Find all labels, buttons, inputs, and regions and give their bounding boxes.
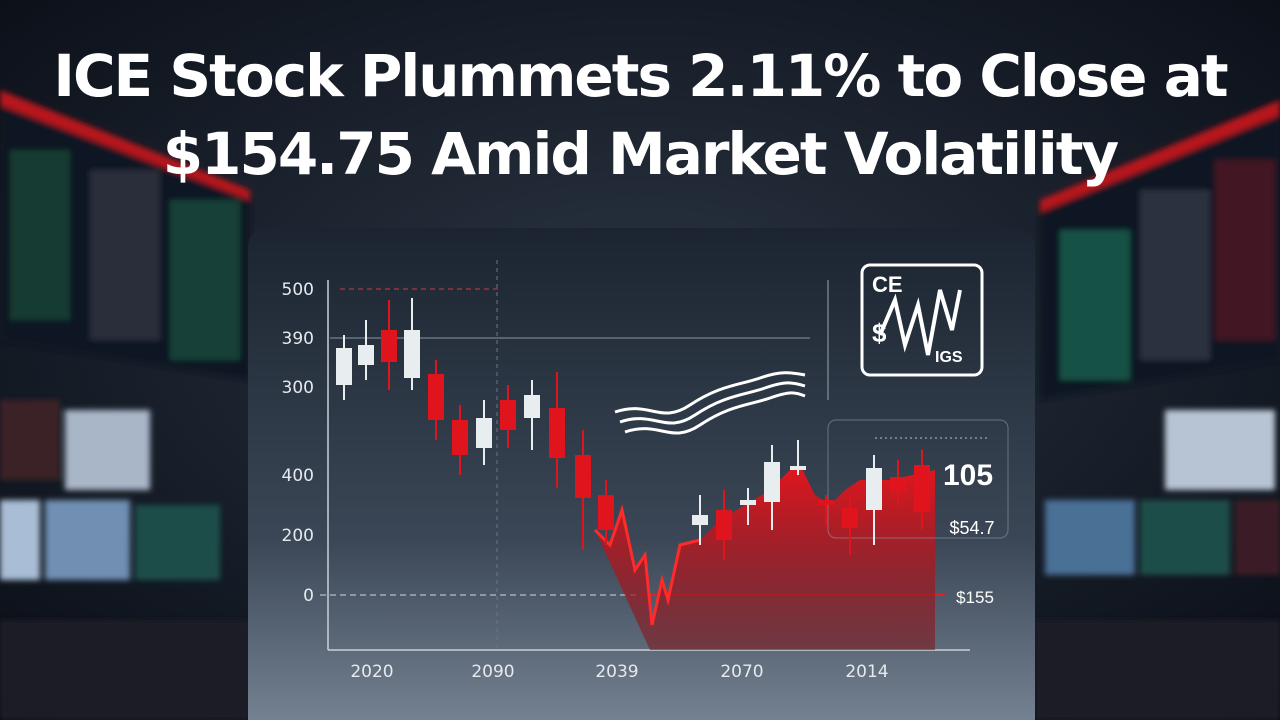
y-label: 200 (282, 526, 314, 546)
candle-body (404, 330, 420, 378)
candlesticks (336, 298, 930, 560)
logo-text: CE (872, 272, 903, 297)
x-label: 2090 (471, 662, 514, 682)
candle-body (740, 500, 756, 505)
candle-body (890, 477, 906, 492)
candle-body (549, 408, 565, 458)
candle-body (428, 374, 444, 420)
candle-body (524, 395, 540, 418)
candle-body (476, 418, 492, 448)
x-label: 2070 (720, 662, 763, 682)
candle-body (866, 468, 882, 510)
candle-body (452, 420, 468, 455)
x-label: 2020 (350, 662, 393, 682)
y-label: 390 (282, 329, 314, 349)
candle-body (842, 508, 858, 528)
y-label: 400 (282, 466, 314, 486)
y-label: 0 (303, 586, 314, 606)
y-label: 500 (282, 280, 314, 300)
callout: $54.7 (949, 518, 994, 538)
headline-line: $154.75 Amid Market Volatility (163, 120, 1119, 188)
candle-body (692, 515, 708, 525)
candle-body (575, 455, 591, 498)
candle-body (358, 345, 374, 365)
y-label: 300 (282, 378, 314, 398)
callout: $155 (956, 588, 994, 607)
trading-floor (0, 90, 1280, 720)
x-label: 2014 (845, 662, 888, 682)
candle-body (336, 348, 352, 385)
logo-text: IGS (935, 349, 963, 366)
logo-text: $ (872, 318, 887, 348)
callout: 105 (943, 459, 993, 492)
x-label: 2039 (595, 662, 638, 682)
candle-body (914, 465, 930, 512)
candle-body (500, 400, 516, 430)
candle-body (598, 495, 614, 530)
candle-body (764, 462, 780, 502)
candle-body (790, 466, 806, 470)
headline-line: ICE Stock Plummets 2.11% to Close at (53, 42, 1227, 110)
candle-body (716, 510, 732, 540)
candle-body (818, 500, 834, 505)
candle-body (381, 330, 397, 362)
